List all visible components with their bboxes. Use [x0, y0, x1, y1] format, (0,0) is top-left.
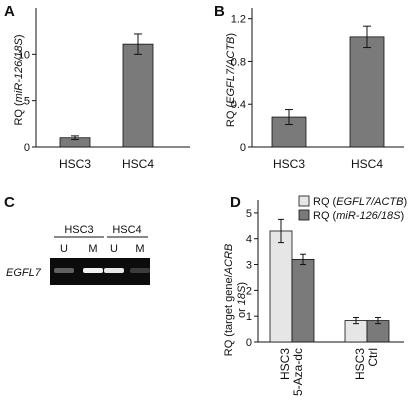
- gel-group-label-1: HSC3: [64, 224, 93, 236]
- gel-group-label-2: HSC4: [112, 224, 141, 236]
- gel-lane-label-3: U: [110, 243, 118, 255]
- chart-b-x-tick-label: HSC3: [273, 157, 305, 171]
- chart-a-y-tick-label: 0: [24, 142, 30, 154]
- chart-b-bar: [349, 36, 385, 148]
- chart-d-x-tick-label: HSC3: [278, 348, 292, 380]
- chart-a-bar: [122, 43, 154, 148]
- chart-d-bar: [269, 230, 293, 343]
- chart-panel-b: 0 0.4 0.8 1.2 HSC3 HSC4 RQ (EGFL7/ACTB): [225, 8, 404, 171]
- legend-swatch-series-2: [298, 209, 310, 221]
- chart-a-x-tick-label: HSC4: [122, 157, 154, 171]
- chart-b-y-tick-label: 0.4: [231, 99, 246, 111]
- legend-label-series-2: RQ (miR-126/18S): [313, 210, 404, 222]
- chart-b-x-tick-label: HSC4: [351, 157, 383, 171]
- gel-lane-label-2: M: [88, 243, 97, 255]
- chart-a-bars: HSC3 HSC4: [59, 33, 154, 171]
- chart-a-axes: 0 5 10: [18, 8, 190, 154]
- panel-letter-c: C: [4, 194, 15, 211]
- chart-d-bar: [291, 258, 315, 343]
- chart-d-y-tick-label: 4: [246, 234, 252, 246]
- gel-panel-c: HSC3 HSC4 U M U M EGFL7: [6, 224, 150, 285]
- legend-swatch-series-1: [298, 195, 310, 207]
- panel-letter-d: D: [230, 194, 241, 211]
- chart-d-y-tick-label: 5: [246, 208, 252, 220]
- chart-d-y-axis-label: RQ (target gene/ACRB: [223, 244, 235, 357]
- chart-b-y-axis-label: RQ (EGFL7/ACTB): [225, 33, 237, 127]
- chart-b-y-tick-label: 0.8: [231, 56, 246, 68]
- chart-d-legend: RQ (EGFL7/ACTB) RQ (miR-126/18S): [298, 195, 407, 222]
- chart-d-y-axis-label-line2: or 18S): [236, 282, 248, 318]
- chart-d-y-tick-label: 1: [246, 311, 252, 323]
- gel-band: [83, 268, 103, 273]
- gel-lane-label-4: M: [135, 243, 144, 255]
- gel-bands: [54, 268, 150, 273]
- chart-panel-a: 0 5 10 HSC3 HSC4 RQ (miR-126/18S): [13, 8, 190, 171]
- chart-d-x-tick-label: HSC3: [353, 348, 367, 380]
- gel-band: [54, 268, 74, 273]
- panel-letter-b: B: [214, 3, 225, 20]
- chart-b-bars: HSC3 HSC4: [271, 25, 385, 171]
- chart-d-bars: HSC3 5-Aza-dc HSC3 Ctrl: [269, 218, 390, 396]
- legend-label-series-1: RQ (EGFL7/ACTB): [313, 196, 407, 208]
- chart-a-y-tick-label: 10: [18, 49, 30, 61]
- chart-d-y-tick-label: 3: [246, 260, 252, 272]
- panel-letter-a: A: [4, 3, 15, 20]
- gel-row-label: EGFL7: [6, 267, 42, 279]
- chart-d-y-tick-label: 0: [246, 337, 252, 349]
- gel-band: [104, 268, 124, 273]
- chart-a-x-tick-label: HSC3: [59, 157, 91, 171]
- chart-d-y-tick-label: 2: [246, 285, 252, 297]
- chart-d-x-tick-label-line2: Ctrl: [366, 348, 380, 367]
- chart-b-y-tick-label: 1.2: [231, 14, 246, 26]
- gel-band: [130, 268, 150, 273]
- gel-lane-label-1: U: [60, 243, 68, 255]
- chart-b-y-tick-label: 0: [240, 142, 246, 154]
- chart-a-y-axis-label: RQ (miR-126/18S): [13, 34, 25, 125]
- chart-d-x-tick-label-line2: 5-Aza-dc: [291, 348, 305, 396]
- chart-a-y-tick-label: 5: [24, 96, 30, 108]
